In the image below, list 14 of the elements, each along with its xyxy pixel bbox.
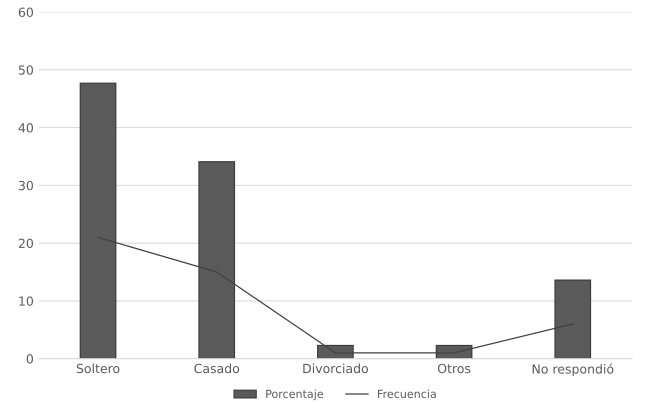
y-tick-label: 40 <box>18 123 34 133</box>
y-tick-label: 10 <box>19 296 34 306</box>
y-tick-label: 60 <box>18 8 34 18</box>
y-tick-label: 0 <box>26 354 34 364</box>
x-tick-label: No respondió <box>532 364 614 376</box>
y-tick-label: 50 <box>18 65 34 75</box>
y-tick-label: 20 <box>18 238 34 248</box>
x-tick-label: Soltero <box>76 364 120 374</box>
y-tick-label: 30 <box>18 180 34 190</box>
x-tick-label: Casado <box>194 364 240 374</box>
x-tick-label: Otros <box>438 364 470 374</box>
legend-label: Frecuencia <box>378 389 436 398</box>
x-tick-label: Divorciado <box>303 364 368 374</box>
legend-label: Porcentaje <box>266 389 324 400</box>
